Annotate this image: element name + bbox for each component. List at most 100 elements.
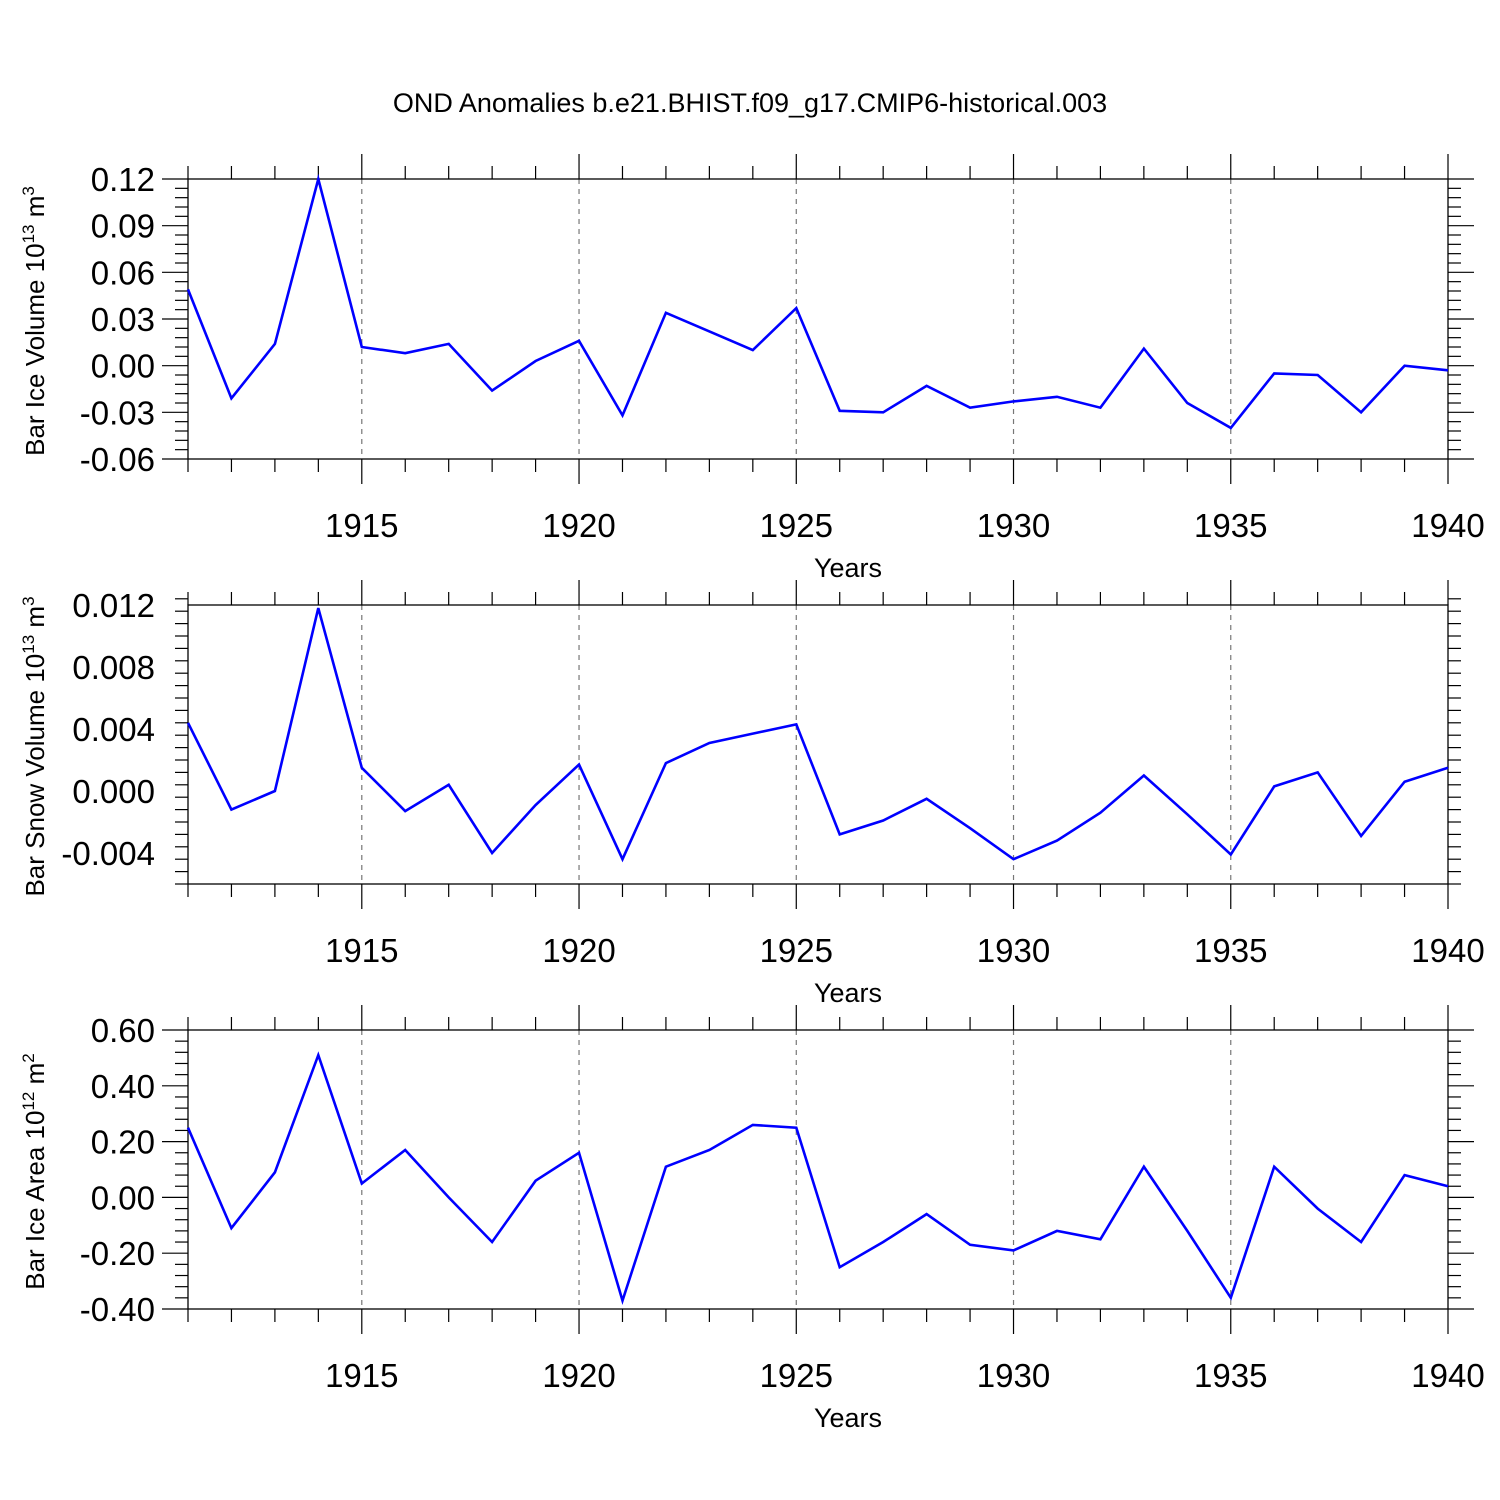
data-point [577,339,581,343]
data-point [403,809,407,813]
y-axis-label: Bar Snow Volume 1013 m3 [19,596,50,896]
data-point [273,342,277,346]
x-tick-label: 1930 [977,932,1050,969]
data-point [751,348,755,352]
data-point [1012,399,1016,403]
y-tick-label: 0.00 [91,1179,155,1216]
data-point [1098,406,1102,410]
data-point [968,406,972,410]
data-point [316,1053,320,1057]
data-point [838,1265,842,1269]
data-point [273,789,277,793]
data-point [794,306,798,310]
data-point [360,766,364,770]
y-axis-label: Bar Ice Volume 1013 m3 [19,186,50,456]
data-point [1316,1207,1320,1211]
data-point [1403,780,1407,784]
data-point [1359,410,1363,414]
x-tick-label: 1925 [760,932,833,969]
data-point [360,345,364,349]
data-point [360,1181,364,1185]
data-point [1142,347,1146,351]
plot-frame [187,178,1449,460]
y-tick-label: 0.06 [91,254,155,291]
data-point [1012,857,1016,861]
x-axis-label: Years [814,1403,882,1433]
data-point [1403,1173,1407,1177]
x-axis-label: Years [814,553,882,583]
x-tick-label: 1920 [542,1357,615,1394]
series-line [186,607,1449,863]
data-point [316,606,320,610]
data-point [751,732,755,736]
data-point [490,851,494,855]
data-point [229,808,233,812]
data-point [707,1148,711,1152]
x-tick-label: 1935 [1194,932,1267,969]
data-point [403,1148,407,1152]
data-point [1098,811,1102,815]
x-tick-label: 1935 [1194,507,1267,544]
data-point [186,1126,190,1130]
data-point [664,1165,668,1169]
data-point [447,342,451,346]
y-tick-label: -0.004 [61,835,155,872]
y-tick-label: -0.06 [80,441,155,478]
plot-frame [187,1029,1449,1310]
data-point [838,832,842,836]
data-point [620,857,624,861]
data-point [1272,784,1276,788]
y-tick-label: -0.20 [80,1235,155,1272]
data-point [1142,774,1146,778]
y-tick-label: 0.20 [91,1124,155,1161]
data-point [229,1226,233,1230]
data-point [1446,368,1450,372]
y-tick-label: 0.008 [72,649,155,686]
data-point [925,1212,929,1216]
data-point [1316,373,1320,377]
y-tick-label: 0.000 [72,773,155,810]
data-point [620,1299,624,1303]
x-tick-label: 1925 [760,507,833,544]
data-point [447,783,451,787]
data-point [968,826,972,830]
data-point [403,351,407,355]
data-point [577,1151,581,1155]
plot-frame [187,604,1449,885]
data-point [447,1195,451,1199]
data-point [229,396,233,400]
y-tick-label: 0.09 [91,208,155,245]
y-tick-label: 0.12 [91,161,155,198]
data-point [186,287,190,291]
data-point [534,359,538,363]
data-point [881,818,885,822]
data-point [925,384,929,388]
panel-1: 0.12 0.09 0.06 0.03 0.00 -0.03 -0.06 1915 1920 19… [19,154,1485,583]
x-tick-label: 1935 [1194,1357,1267,1394]
y-tick-label: -0.40 [80,1291,155,1328]
data-point [1229,1296,1233,1300]
data-point [1098,1237,1102,1241]
x-tick-label: 1915 [325,932,398,969]
data-point [534,1179,538,1183]
data-point [707,329,711,333]
data-point [881,410,885,414]
data-point [1446,1184,1450,1188]
data-point [1272,1165,1276,1169]
y-tick-label: 0.00 [91,348,155,385]
data-point [1316,770,1320,774]
data-point [968,1243,972,1247]
x-tick-label: 1920 [542,932,615,969]
data-point [1229,853,1233,857]
x-tick-label: 1915 [325,1357,398,1394]
data-point [490,1240,494,1244]
x-tick-label: 1940 [1411,1357,1484,1394]
series-line [186,173,1449,430]
data-point [1185,401,1189,405]
x-axis-label: Years [814,978,882,1008]
data-point [1446,766,1450,770]
y-tick-label: 0.03 [91,301,155,338]
y-tick-label: 0.60 [91,1012,155,1049]
data-point [664,761,668,765]
